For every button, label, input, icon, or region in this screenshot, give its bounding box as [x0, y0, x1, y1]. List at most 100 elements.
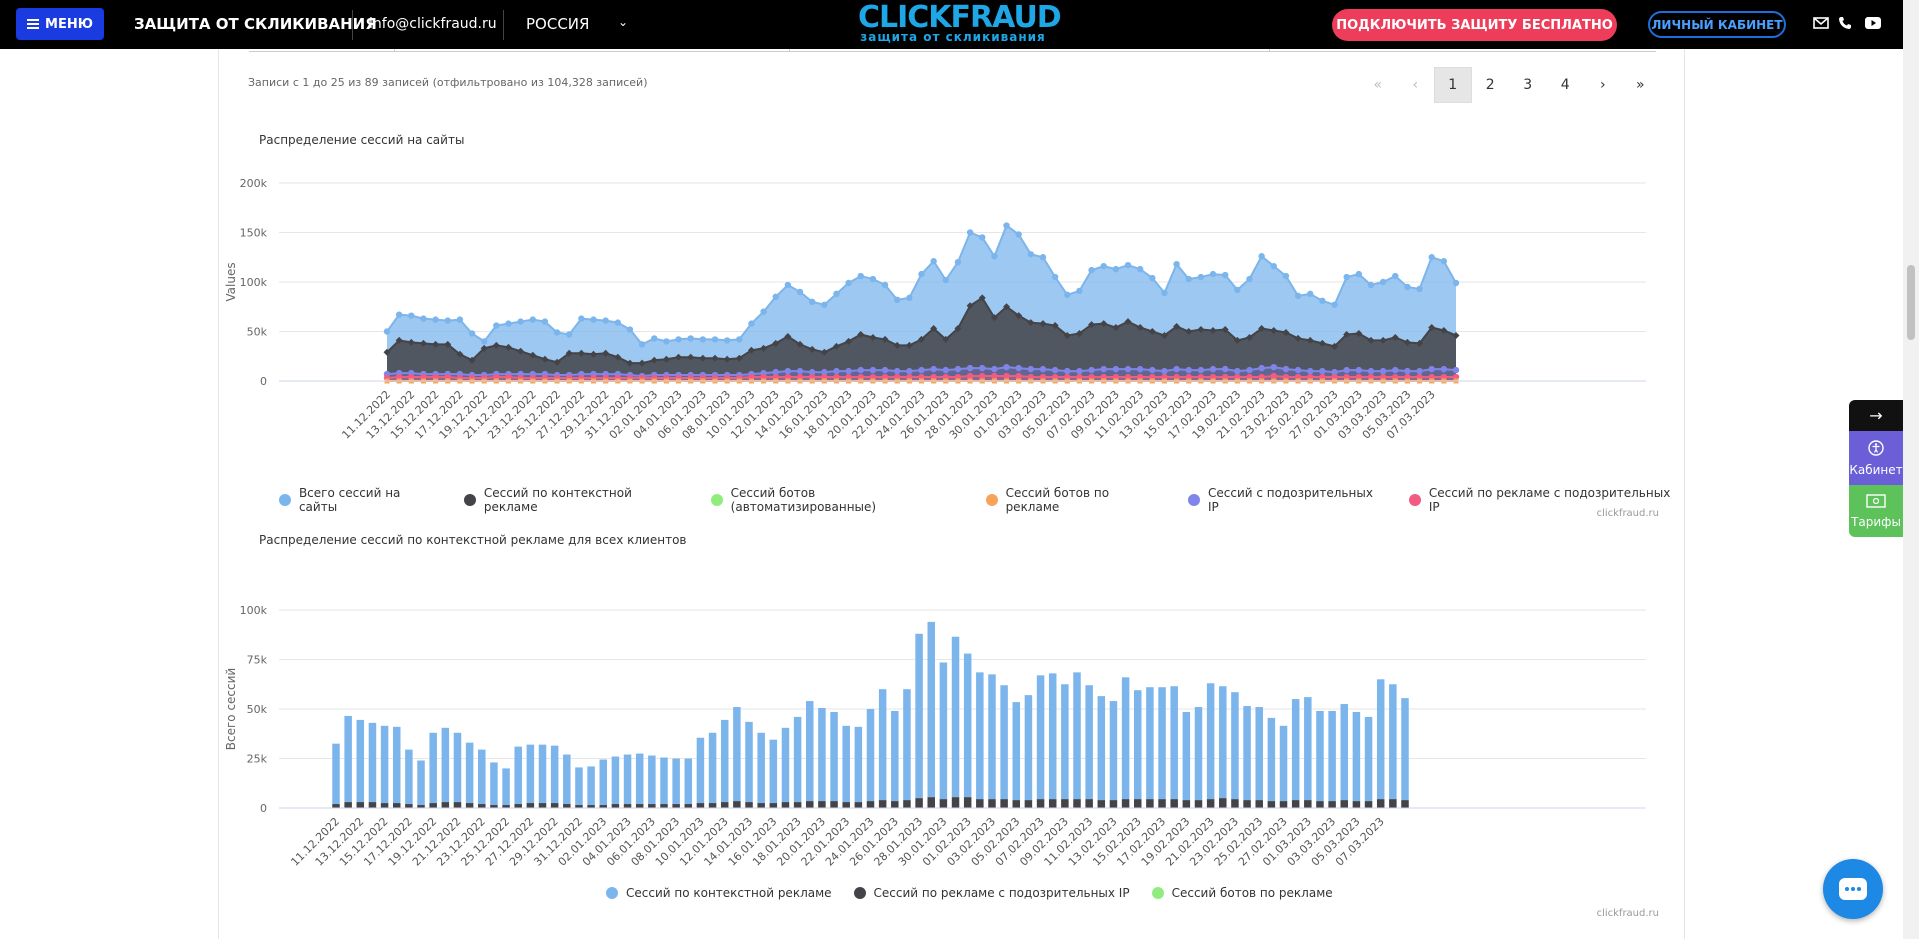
- chart-1-point: [699, 336, 707, 343]
- chart-1-legend-marker: [710, 494, 723, 506]
- first-page-button[interactable]: «: [1373, 77, 1383, 93]
- chart-1-point: [1258, 253, 1265, 260]
- page-button-4[interactable]: 4: [1560, 77, 1570, 93]
- chart-1-point: [432, 316, 439, 323]
- chart-2-bar-0: [1401, 698, 1409, 801]
- phone-icon[interactable]: [1836, 15, 1854, 31]
- chart-1-legend-item[interactable]: Сессий ботов (автоматизированные): [710, 486, 964, 514]
- chart-2-bar-1: [380, 803, 389, 808]
- chart-2-bar-1: [1316, 801, 1324, 808]
- chart-2-bar-1: [611, 804, 620, 808]
- chart-1-point: [1367, 367, 1375, 375]
- chart-1-point: [590, 350, 598, 358]
- chart-2-bar-0: [1036, 675, 1045, 800]
- chart-1-point: [1452, 331, 1460, 339]
- page-button-1[interactable]: 1: [1434, 67, 1472, 103]
- chart-1-point: [1100, 320, 1108, 328]
- chart-1-point: [650, 356, 658, 364]
- side-cabinet-button[interactable]: Кабинет: [1849, 431, 1903, 485]
- side-tariffs-button[interactable]: Тарифы: [1849, 485, 1903, 537]
- chart-2-y-tick-label: 100k: [240, 604, 268, 617]
- chart-2-bar-0: [405, 749, 413, 805]
- chart-1-point: [1185, 275, 1192, 283]
- pagination: « ‹ 1 2 3 4 › »: [1359, 67, 1659, 103]
- chart-1-point: [1416, 285, 1423, 293]
- chart-1-point: [979, 364, 986, 372]
- chart-2-bar-0: [526, 744, 535, 804]
- email-link[interactable]: info@clickfraud.ru: [369, 16, 497, 32]
- chart-2-y-tick-label: 75k: [247, 654, 268, 667]
- chart-1-point: [504, 343, 512, 351]
- chart-1-point: [918, 366, 925, 374]
- chart-1-point: [857, 366, 864, 374]
- chart-1-point: [736, 336, 743, 343]
- chart-2-bar-1: [465, 803, 474, 808]
- chart-2-bar-1: [1134, 799, 1142, 808]
- chevron-down-icon[interactable]: ⌄: [618, 15, 629, 29]
- page-scrollbar[interactable]: [1903, 0, 1919, 939]
- chart-1-point: [833, 290, 840, 298]
- chart-1-point: [1294, 292, 1302, 300]
- chart-2-bar-0: [818, 708, 826, 802]
- chart-2-bar-1: [368, 802, 377, 808]
- logo[interactable]: CLICKFRAUD защита от скликивания: [858, 2, 1062, 45]
- page-button-2[interactable]: 2: [1485, 77, 1495, 93]
- chart-2-bar-1: [417, 805, 425, 808]
- chart-2-bar-1: [769, 803, 778, 808]
- youtube-icon[interactable]: [1864, 15, 1882, 31]
- menu-button[interactable]: МЕНЮ: [16, 8, 104, 40]
- chart-2-legend-item[interactable]: Сессий по рекламе с подозрительных IP: [853, 886, 1130, 900]
- chart-2-legend-item[interactable]: Сессий ботов по рекламе: [1151, 886, 1333, 900]
- chart-2-bar-0: [417, 760, 425, 806]
- chart-1-point: [383, 328, 391, 335]
- chart-2-bar-0: [441, 727, 450, 803]
- chart-1-point: [577, 349, 585, 357]
- chart-2-bar-1: [866, 801, 875, 808]
- chart-1-y-tick-label: 0: [260, 375, 267, 388]
- chart-2-bar-1: [733, 801, 741, 808]
- chart-2-bar-0: [1012, 702, 1021, 801]
- chart-1-legend-label: Сессий с подозрительных IP: [1207, 486, 1373, 514]
- connect-protection-button[interactable]: ПОДКЛЮЧИТЬ ЗАЩИТУ БЕСПЛАТНО: [1332, 9, 1617, 41]
- chart-1-legend-item[interactable]: Сессий с подозрительных IP: [1188, 486, 1387, 514]
- chart-1-point: [1161, 289, 1168, 297]
- chart-1-point: [1258, 364, 1265, 372]
- chart-2-bar-0: [684, 758, 693, 805]
- chart-2-credit[interactable]: clickfraud.ru: [1596, 908, 1659, 919]
- chart-2-bar-1: [720, 802, 729, 808]
- previous-page-button[interactable]: ‹: [1412, 77, 1419, 93]
- side-cabinet-label: Кабинет: [1849, 462, 1903, 477]
- chart-1-point: [1112, 324, 1120, 332]
- arrow-right-icon[interactable]: →: [1849, 400, 1903, 431]
- page-button-3[interactable]: 3: [1523, 77, 1533, 93]
- chart-1-credit[interactable]: clickfraud.ru: [1596, 508, 1659, 519]
- chart-2-legend-item[interactable]: Сессий по контекстной рекламе: [606, 886, 832, 900]
- chart-1-legend-label: Сессий ботов (автоматизированные): [730, 486, 877, 514]
- chart-2-bar-1: [1328, 801, 1336, 808]
- chart-1-legend-item[interactable]: Всего сессий на сайты: [279, 486, 442, 514]
- chart-2-bar-0: [1073, 672, 1081, 800]
- chart-2-bar-0: [1085, 685, 1093, 800]
- next-page-button[interactable]: ›: [1599, 77, 1606, 93]
- region-select[interactable]: РОССИЯ: [526, 15, 590, 33]
- chart-1-point: [444, 340, 452, 348]
- chart-2-bar-1: [1170, 799, 1178, 808]
- chart-1-legend-item[interactable]: Сессий по контекстной рекламе: [463, 486, 689, 514]
- chart-1-point: [808, 345, 816, 353]
- chart-1-legend-item[interactable]: Сессий по рекламе с подозрительных IP: [1408, 486, 1684, 514]
- chart-2-legend-marker: [606, 887, 618, 899]
- chart-2-bar-1: [1304, 800, 1312, 808]
- chart-1-point: [869, 366, 877, 374]
- site-title-link[interactable]: ЗАЩИТА ОТ СКЛИКИВАНИЯ: [134, 15, 377, 33]
- scrollbar-thumb[interactable]: [1907, 265, 1915, 340]
- chart-2-bar-0: [478, 749, 486, 805]
- chat-widget-button[interactable]: [1823, 859, 1883, 919]
- personal-cabinet-button[interactable]: ЛИЧНЫЙ КАБИНЕТ: [1648, 11, 1786, 38]
- chart-1-point: [638, 341, 646, 348]
- mail-icon[interactable]: [1812, 15, 1830, 31]
- chart-2-bar-0: [368, 722, 377, 803]
- chart-2-bar-1: [696, 803, 705, 808]
- chart-1-legend-item[interactable]: Сессий ботов по рекламе: [985, 486, 1166, 514]
- chart-2-bar-0: [1219, 686, 1227, 799]
- last-page-button[interactable]: »: [1635, 77, 1645, 93]
